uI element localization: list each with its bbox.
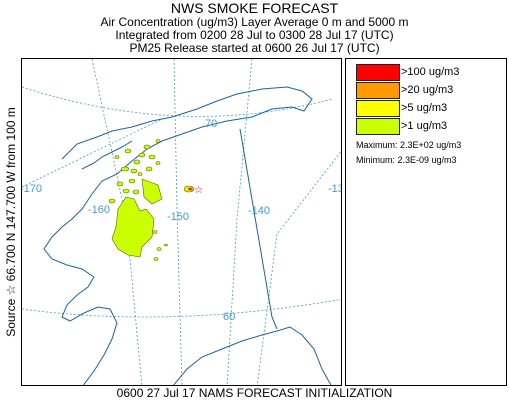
forecast-initialization-label: 0600 27 Jul 17 NAMS FORECAST INITIALIZAT…	[116, 386, 393, 400]
alaska-coastline	[43, 86, 313, 385]
map-panel: ☆ -170 -160 -150 -140 -130 70 60	[21, 58, 342, 386]
legend-label-20: >20 ug/m3	[401, 84, 454, 96]
legend-label-100: >100 ug/m3	[401, 66, 460, 78]
lat-line-70	[22, 86, 333, 117]
lat-label-70: 70	[205, 118, 218, 130]
legend-minimum: Minimum: 2.3E-09 ug/m3	[356, 155, 457, 165]
lat-line-60	[22, 298, 341, 318]
legend-swatch-yellowgreen	[356, 118, 400, 135]
legend-swatch-red	[356, 64, 400, 81]
smoke-plume-low	[108, 139, 168, 261]
chart-subtitle-integration: Integrated from 0200 28 Jul to 0300 28 J…	[115, 28, 394, 42]
smoke-plume-source	[183, 185, 195, 193]
legend-item-5: >5 ug/m3	[356, 100, 506, 117]
chart-subtitle-concentration: Air Concentration (ug/m3) Layer Average …	[100, 15, 409, 29]
source-star-marker: ☆	[194, 185, 203, 196]
chart-subtitle-release: PM25 Release started at 0600 26 Jul 17 (…	[129, 41, 380, 55]
legend-swatch-yellow	[356, 100, 400, 117]
legend-maximum: Maximum: 2.3E+02 ug/m3	[356, 140, 462, 150]
source-info-text: Source ☆ 66.700 N 147.700 W from 100 m	[4, 107, 18, 337]
lon-label-150: -150	[167, 211, 190, 223]
map-svg: ☆	[22, 59, 341, 385]
legend-item-20: >20 ug/m3	[356, 82, 506, 99]
alaska-coastline-south	[173, 326, 332, 385]
north-slope-coast	[81, 140, 133, 170]
lon-label-140: -140	[248, 205, 271, 217]
lon-line-150	[173, 59, 183, 385]
lat-label-60: 60	[223, 311, 236, 323]
legend-item-100: >100 ug/m3	[356, 64, 506, 81]
lon-label-130: -130	[328, 183, 341, 195]
source-info-label: Source ☆ 66.700 N 147.700 W from 100 m	[1, 58, 21, 386]
chart-title: NWS SMOKE FORECAST	[170, 0, 339, 16]
legend-label-1: >1 ug/m3	[401, 120, 448, 132]
lon-label-160: -160	[88, 204, 111, 216]
legend-panel: >100 ug/m3 >20 ug/m3 >5 ug/m3 >1 ug/m3 M…	[345, 58, 507, 386]
legend-swatch-orange	[356, 82, 400, 99]
lon-label-170: -170	[21, 183, 43, 195]
lon-line-170	[22, 118, 163, 188]
legend-label-5: >5 ug/m3	[401, 102, 448, 114]
canada-border	[239, 128, 278, 330]
lon-line-140	[226, 59, 253, 385]
legend-item-1: >1 ug/m3	[356, 118, 506, 135]
